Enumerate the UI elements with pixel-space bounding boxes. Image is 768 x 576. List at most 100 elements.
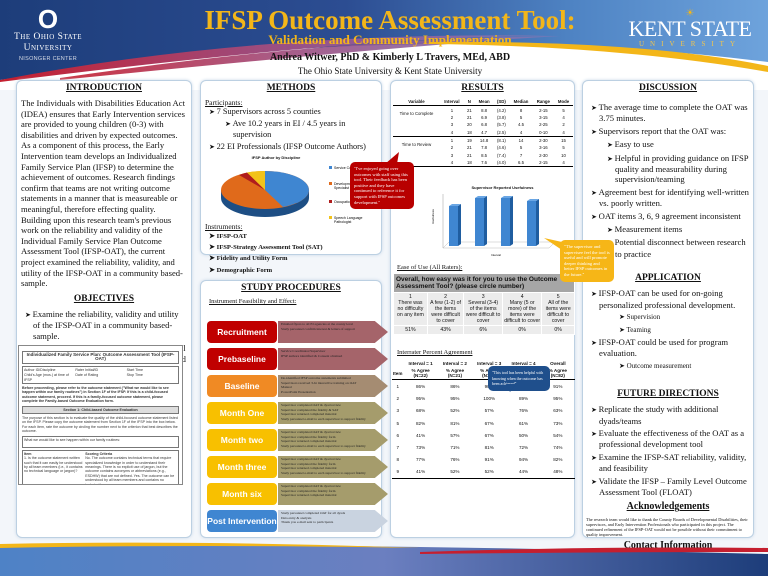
quote-bubble-yellow: "The supervisor and supervisee feel the …	[560, 240, 614, 282]
form-outcome-box: What we would like to see happen within …	[22, 435, 179, 448]
table-row: 7 73% 71% 81% 72% 74%	[396, 444, 563, 450]
table-row: Time to Complete 1 21 8.8 (4.2) 8 2-15 5	[399, 107, 565, 117]
osu-logo: O The Ohio State University NISONGER CEN…	[8, 6, 88, 62]
discussion-heading: DISCUSSION	[638, 83, 698, 93]
step-month-three: Month three	[207, 456, 277, 478]
osu-block-o-icon: O	[37, 4, 59, 34]
application-item: IFSP-OAT could be used for program evalu…	[587, 337, 749, 359]
quote-bubble-red: "I've enjoyed going over outcomes with s…	[350, 162, 414, 210]
procedures-label: Instrument Feasibility and Effect:	[209, 298, 297, 305]
form-item-table: Item Scoring Criteria 1. Is the outcome …	[22, 449, 179, 485]
form-criteria: No. The outcome contains technical terms…	[85, 456, 175, 485]
discussion-subitem: Helpful in providing guidance on IFSP qu…	[587, 153, 749, 185]
step-month-six: Month six	[207, 483, 277, 505]
pie-chart-author-discipline: Service Coordinator Developmental Specia…	[221, 165, 370, 224]
step-baseline: Baseline	[207, 375, 277, 397]
results-panel: RESULTS Variable Interval N Mean (SD) Median R…	[390, 80, 575, 538]
procedures-panel: STUDY PROCEDURES Instrument Feasibility …	[200, 280, 388, 538]
step-month-three-details: Supervisor completed OAT & dyad review Su…	[278, 456, 388, 478]
svg-text:Speech Language: Speech Language	[334, 216, 362, 220]
objective-item: Examine the reliability, validity and ut…	[21, 309, 187, 341]
instrument-item: IFSP-Strategy Assessment Tool (SAT)	[205, 242, 377, 253]
table-row: Time to Review 1 19 14.8 (8.1) 14 2-30 15	[401, 138, 566, 147]
pie-legend-label: Service Coordinator	[334, 166, 366, 170]
future-item: Evaluate the effectiveness of the OAT as…	[587, 428, 749, 450]
intro-heading: INTRODUCTION	[65, 83, 142, 93]
step-post-intervention: Post Intervention	[207, 510, 277, 532]
acknowledgements-heading: Acknowledgements	[626, 501, 710, 513]
time-table: Variable Interval N Mean (SD) Median Range Mode…	[393, 98, 573, 167]
step-month-six-details: Supervisor completed OAT & dyad review Su…	[278, 483, 388, 505]
participant-item: 7 Supervisors across 5 counties	[205, 107, 377, 117]
osu-center-name: NISONGER CENTER	[19, 56, 77, 62]
ease-percent-row: 51% 43% 6% 0% 0%	[393, 325, 575, 336]
bubble-tail-yellow	[544, 238, 562, 250]
kent-state-logo: ☀ KENT STATE UNIVERSITY	[620, 8, 760, 49]
kent-name: KENT STATE	[628, 16, 753, 41]
bar-chart-xlabel: Interval	[491, 253, 501, 257]
bubble-tail-blue	[506, 384, 516, 392]
kent-sub: UNIVERSITY	[639, 40, 741, 48]
instrument-item: Demographic Form	[205, 265, 377, 276]
svg-text:Developmental: Developmental	[334, 182, 358, 186]
bar-chart-title: Supervisor Reported Usefulness	[471, 185, 534, 191]
future-item: Validate the IFSP – Family Level Outcome…	[587, 476, 749, 498]
application-heading: APPLICATION	[635, 273, 701, 284]
table-row: 2 21 7.8 (4.6) 5 3-16 5	[450, 145, 565, 151]
poster-title: IFSP Outcome Assessment Tool:	[204, 5, 576, 35]
form-item: 1. Is the outcome statement written such…	[24, 456, 83, 474]
methods-heading: METHODS	[266, 83, 316, 93]
step-prebaseline-details: Service Coordinator/Supervisor IFSP autho…	[278, 348, 388, 370]
form-col-item: Item	[24, 451, 32, 456]
discussion-subitem: Easy to use	[587, 139, 749, 150]
step-post-intervention-details: Study personnel completed OAT for all dy…	[278, 510, 388, 532]
step-recruitment-details: Emailed flyers to all EI agencies at the…	[278, 321, 388, 343]
bubble-tail-red	[385, 152, 399, 164]
poster-subtitle: Validation and Community Implementation	[268, 32, 512, 47]
discussion-item: OAT items 3, 6, 9 agreement inconsistent	[587, 211, 749, 222]
step-prebaseline: Prebaseline	[207, 348, 277, 370]
contact-heading: Contact Information	[623, 540, 713, 552]
form-instructions: Before proceeding, please refer to the o…	[22, 386, 169, 404]
instrument-item: IFSP-OAT	[205, 231, 377, 242]
discussion-subitem: Measurement items	[587, 224, 749, 235]
application-subitem: Outcome measurement	[587, 361, 749, 371]
quote-bubble-blue: "This tool has been helpful with knowing…	[488, 366, 550, 391]
svg-text:Specialist: Specialist	[334, 186, 349, 190]
form-field: Author ID/Discipline	[24, 367, 56, 372]
osu-name-line1: The Ohio State	[13, 32, 83, 42]
discussion-item: The average time to complete the OAT was…	[587, 102, 749, 124]
form-section-text: The purpose of this section is to evalua…	[22, 416, 178, 434]
ease-label: Ease of Use (All Raters):	[397, 264, 463, 272]
application-subitem: Teaming	[587, 325, 749, 335]
participant-item: 22 EI Professionals (IFSP Outcome Author…	[205, 142, 377, 152]
svg-text:Pathologist: Pathologist	[334, 220, 351, 224]
ease-question: Overall, how easy was it for you to use …	[393, 273, 575, 294]
table-row: 2 21 6.9 (3.8) 5 3-15 4	[450, 114, 565, 120]
participants-label: Participants:	[205, 98, 243, 107]
table-row: 8 77% 76% 91% 94% 82%	[396, 457, 563, 463]
future-heading: FUTURE DIRECTIONS	[617, 389, 719, 400]
procedures-heading: STUDY PROCEDURES	[241, 283, 341, 293]
footer-swoosh-graphic	[0, 542, 768, 576]
form-col-scoring: Scoring Criteria	[85, 451, 113, 456]
step-month-one-details: Supervisor completed OAT & dyad review Su…	[278, 402, 388, 424]
discussion-subitem: Potential disconnect between research to…	[587, 237, 749, 259]
sun-icon: ☀	[685, 8, 695, 19]
table-row: 3 68% 52% 57% 76% 63%	[396, 408, 563, 414]
poster-header: O The Ohio State University NISONGER CEN…	[0, 0, 768, 90]
table-row: 4 18 7.6 (4.0) 6.5 2-15 4	[393, 159, 573, 167]
instrument-form-image: Individualized Family Service Plan: Outc…	[18, 345, 183, 485]
affiliation: The Ohio State University & Kent State U…	[297, 66, 483, 76]
osu-name-line2: University	[23, 43, 73, 53]
bar-chart-supervisor-usefulness: Usefulness Interval	[431, 194, 556, 257]
authors: Andrea Witwer, PhD & Kimberly L Travers,…	[269, 52, 511, 63]
form-field: Start Time	[126, 367, 144, 372]
ease-table: Overall, how easy was it for you to use …	[393, 273, 575, 336]
instrument-item: Fidelity and Utility Form	[205, 253, 377, 264]
objectives-heading: OBJECTIVES	[73, 293, 135, 304]
table-row: 9 41% 52% 52% 44% 48%	[392, 466, 575, 479]
table-row: 2 95% 95% 100% 89% 95%	[396, 396, 563, 402]
